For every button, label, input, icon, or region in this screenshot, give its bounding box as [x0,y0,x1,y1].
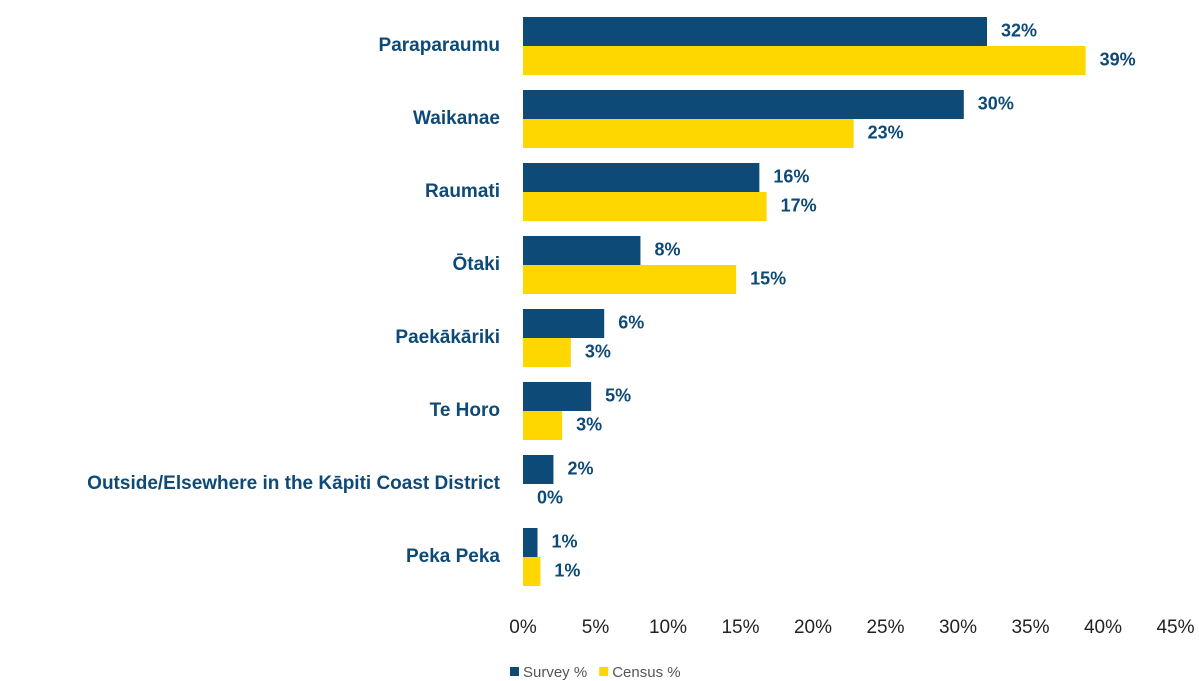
legend-label: Census % [612,664,680,681]
bar [523,309,605,338]
category-label: Raumati [425,181,500,202]
x-tick-label: 15% [721,617,759,638]
data-label: 23% [868,122,904,142]
category-label: Outside/Elsewhere in the Kāpiti Coast Di… [87,473,500,494]
data-label: 32% [1001,20,1037,40]
x-tick-label: 20% [794,617,832,638]
category-label: Waikanae [413,108,500,129]
x-tick-label: 25% [866,617,904,638]
category-label: Ōtaki [452,254,500,275]
data-label: 30% [978,93,1014,113]
x-tick-label: 35% [1011,617,1049,638]
x-tick-label: 40% [1084,617,1122,638]
x-tick-label: 30% [939,617,977,638]
category-label: Peka Peka [406,546,500,567]
x-tick-label: 0% [509,617,537,638]
bar [523,119,854,148]
legend-swatch [599,667,609,676]
x-tick-label: 5% [582,617,610,638]
data-label: 1% [554,560,580,580]
bar [523,382,592,411]
data-label: 3% [585,341,611,361]
data-label: 6% [618,312,644,332]
x-tick-label: 10% [649,617,687,638]
data-label: 39% [1100,49,1136,69]
category-label: Paekākāriki [395,327,500,348]
category-label: Te Horo [430,400,500,421]
bar [523,236,641,265]
data-label: 0% [537,487,563,507]
bar [523,455,554,484]
bar [523,192,767,221]
bar [523,557,541,586]
data-label: 1% [552,531,578,551]
data-label: 15% [750,268,786,288]
bar [523,338,571,367]
legend-label: Survey % [523,664,587,681]
legend-swatch [510,667,519,676]
category-label: Paraparaumu [379,35,500,56]
data-label: 8% [654,239,680,259]
bar [523,411,563,440]
data-label: 5% [605,385,631,405]
data-label: 16% [773,166,809,186]
bar [523,528,538,557]
x-tick-label: 45% [1156,617,1194,638]
data-label: 17% [781,195,817,215]
bar [523,90,964,119]
bar [523,265,737,294]
bar [523,17,987,46]
data-label: 2% [567,458,593,478]
bar [523,163,760,192]
bar [523,46,1086,75]
data-label: 3% [576,414,602,434]
